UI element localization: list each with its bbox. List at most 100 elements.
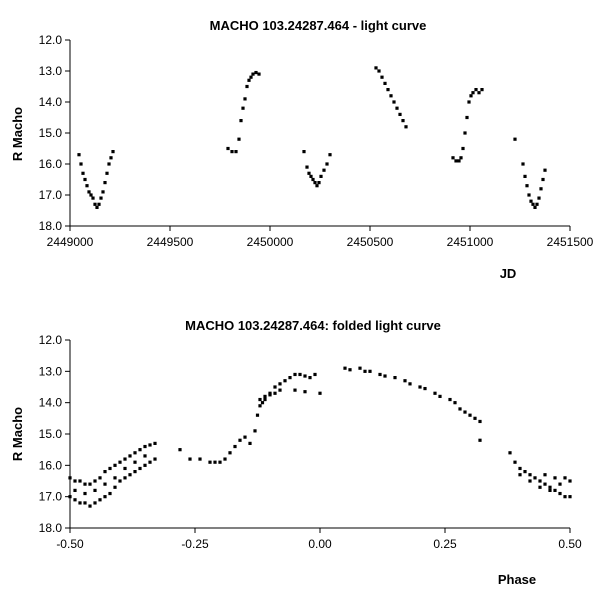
folded-data-point bbox=[123, 457, 127, 461]
light-curve-data-point bbox=[95, 205, 99, 209]
light-curve-y-tick-label: 12.0 bbox=[39, 33, 63, 47]
folded-data-point bbox=[293, 372, 297, 377]
light-curve-x-tick-label: 2451000 bbox=[447, 235, 494, 249]
light-curve-y-axis-label: R Macho bbox=[10, 107, 25, 161]
light-curve-chart: MACHO 103.24287.464 - light curve 12.0 13… bbox=[10, 18, 594, 281]
light-curve-data-point bbox=[531, 202, 535, 206]
folded-data-point bbox=[473, 416, 477, 420]
light-curve-y-tick-label: 16.0 bbox=[39, 157, 63, 171]
folded-data-point bbox=[558, 482, 562, 486]
folded-data-point bbox=[543, 482, 547, 486]
light-curve-data-point bbox=[111, 150, 115, 154]
light-curve-data-point bbox=[77, 153, 81, 157]
folded-x-tick-label: 0.50 bbox=[558, 537, 582, 551]
folded-data-point bbox=[453, 401, 457, 405]
folded-data-point bbox=[188, 457, 192, 461]
light-curve-x-tick-label: 2450000 bbox=[247, 235, 294, 249]
light-curve-y-tick-label: 15.0 bbox=[39, 126, 63, 140]
folded-data-point bbox=[118, 460, 122, 464]
folded-data-point bbox=[528, 479, 532, 483]
folded-data-point bbox=[528, 473, 532, 477]
light-curve-data-point bbox=[398, 112, 402, 116]
folded-data-point bbox=[363, 369, 367, 373]
light-curve-data-point bbox=[325, 162, 329, 166]
light-curve-data-point bbox=[254, 70, 258, 75]
folded-x-tick-label: 0.25 bbox=[433, 537, 457, 551]
folded-x-axis-label: Phase bbox=[498, 572, 536, 587]
light-curve-data-point bbox=[480, 88, 484, 92]
folded-data-point bbox=[293, 388, 297, 392]
folded-y-tick-label: 13.0 bbox=[39, 364, 63, 378]
folded-data-point bbox=[68, 476, 72, 480]
light-curve-data-point bbox=[79, 162, 83, 166]
folded-data-point bbox=[378, 372, 382, 377]
light-curve-y-tick-label: 18.0 bbox=[39, 219, 63, 233]
folded-data-point bbox=[513, 460, 517, 464]
light-curve-data-point bbox=[541, 177, 545, 182]
folded-data-point bbox=[73, 479, 77, 483]
folded-data-point bbox=[468, 413, 472, 417]
light-curve-data-point bbox=[380, 75, 384, 79]
folded-data-point bbox=[538, 485, 542, 489]
folded-data-point bbox=[143, 463, 147, 467]
folded-data-point bbox=[548, 485, 552, 489]
folded-data-point bbox=[408, 382, 412, 386]
light-curve-data-point bbox=[87, 190, 91, 194]
folded-data-point bbox=[248, 441, 252, 445]
folded-data-point bbox=[423, 386, 427, 391]
folded-y-tick-label: 16.0 bbox=[39, 458, 63, 472]
light-curve-x-axis-label: JD bbox=[500, 266, 517, 281]
light-curve-data-point bbox=[257, 72, 261, 76]
folded-data-point bbox=[108, 491, 112, 496]
folded-data-point bbox=[78, 501, 82, 505]
folded-data-point bbox=[103, 482, 107, 486]
light-curve-data-point bbox=[459, 156, 463, 160]
folded-data-point bbox=[268, 393, 272, 397]
light-curve-data-point bbox=[535, 202, 539, 206]
light-curve-data-point bbox=[537, 196, 541, 200]
folded-data-point bbox=[153, 441, 157, 445]
light-curve-data-point bbox=[305, 165, 309, 169]
folded-data-point bbox=[433, 391, 437, 395]
light-curve-y-tick-label: 14.0 bbox=[39, 95, 63, 109]
light-curve-x-ticks: 2449000 2449500 2450000 2450500 2451000 24515… bbox=[47, 226, 594, 249]
light-curve-data-point bbox=[97, 202, 101, 206]
folded-data-point bbox=[123, 476, 127, 480]
light-curve-data-point bbox=[313, 181, 317, 185]
folded-data-point bbox=[318, 391, 322, 395]
folded-data-point bbox=[78, 479, 82, 483]
folded-data-point bbox=[383, 374, 387, 378]
light-curve-data-point bbox=[103, 181, 107, 185]
folded-data-point bbox=[243, 435, 247, 439]
light-curve-data-point bbox=[527, 193, 531, 197]
folded-data-point bbox=[133, 451, 137, 455]
folded-data-point bbox=[128, 473, 132, 477]
light-curve-data-point bbox=[251, 72, 255, 76]
folded-data-point bbox=[83, 501, 87, 505]
folded-data-point bbox=[73, 498, 77, 502]
light-curve-data-point bbox=[457, 159, 461, 163]
light-curve-data-point bbox=[243, 97, 247, 101]
folded-data-point bbox=[568, 479, 572, 483]
folded-data-point bbox=[478, 419, 482, 424]
folded-data-point bbox=[208, 460, 212, 464]
folded-data-point bbox=[148, 443, 152, 447]
light-curve-data-point bbox=[377, 69, 381, 73]
folded-data-point bbox=[463, 410, 467, 414]
folded-data-point bbox=[88, 482, 92, 486]
light-curve-data-point bbox=[93, 202, 97, 206]
folded-data-point bbox=[448, 397, 452, 402]
folded-data-point bbox=[303, 374, 307, 378]
folded-data-point bbox=[478, 438, 482, 442]
folded-y-tick-label: 17.0 bbox=[39, 490, 63, 504]
folded-data-point bbox=[403, 379, 407, 383]
folded-data-point bbox=[308, 376, 312, 380]
folded-data-point bbox=[563, 495, 567, 499]
folded-x-tick-label: 0.00 bbox=[308, 537, 332, 551]
folded-data-point bbox=[563, 476, 567, 480]
light-curve-y-tick-label: 17.0 bbox=[39, 188, 63, 202]
folded-y-tick-label: 15.0 bbox=[39, 427, 63, 441]
light-curve-data-point bbox=[307, 171, 311, 175]
folded-data-point bbox=[148, 460, 152, 464]
folded-data-point bbox=[508, 451, 512, 455]
